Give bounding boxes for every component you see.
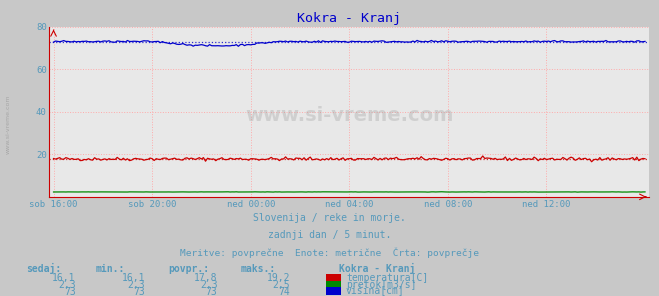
Text: temperatura[C]: temperatura[C]: [346, 273, 428, 283]
Text: 73: 73: [133, 287, 145, 296]
Text: www.si-vreme.com: www.si-vreme.com: [245, 106, 453, 125]
Text: 2,5: 2,5: [272, 280, 290, 290]
Text: 73: 73: [206, 287, 217, 296]
Title: Kokra - Kranj: Kokra - Kranj: [297, 12, 401, 25]
Text: Kokra - Kranj: Kokra - Kranj: [339, 263, 416, 274]
Text: 19,2: 19,2: [266, 273, 290, 283]
Text: www.si-vreme.com: www.si-vreme.com: [5, 94, 11, 154]
Text: 16,1: 16,1: [121, 273, 145, 283]
Text: Slovenija / reke in morje.: Slovenija / reke in morje.: [253, 213, 406, 223]
Text: višina[cm]: višina[cm]: [346, 286, 405, 296]
Text: sedaj:: sedaj:: [26, 263, 61, 274]
Text: 74: 74: [278, 287, 290, 296]
Text: 17,8: 17,8: [194, 273, 217, 283]
Text: min.:: min.:: [96, 264, 125, 274]
Text: maks.:: maks.:: [241, 264, 275, 274]
Text: 2,3: 2,3: [127, 280, 145, 290]
Text: pretok[m3/s]: pretok[m3/s]: [346, 280, 416, 290]
Text: povpr.:: povpr.:: [168, 264, 209, 274]
Text: Meritve: povprečne  Enote: metrične  Črta: povprečje: Meritve: povprečne Enote: metrične Črta:…: [180, 247, 479, 258]
Text: zadnji dan / 5 minut.: zadnji dan / 5 minut.: [268, 230, 391, 240]
Text: 2,3: 2,3: [58, 280, 76, 290]
Text: 73: 73: [64, 287, 76, 296]
Text: 2,3: 2,3: [200, 280, 217, 290]
Text: 16,1: 16,1: [52, 273, 76, 283]
